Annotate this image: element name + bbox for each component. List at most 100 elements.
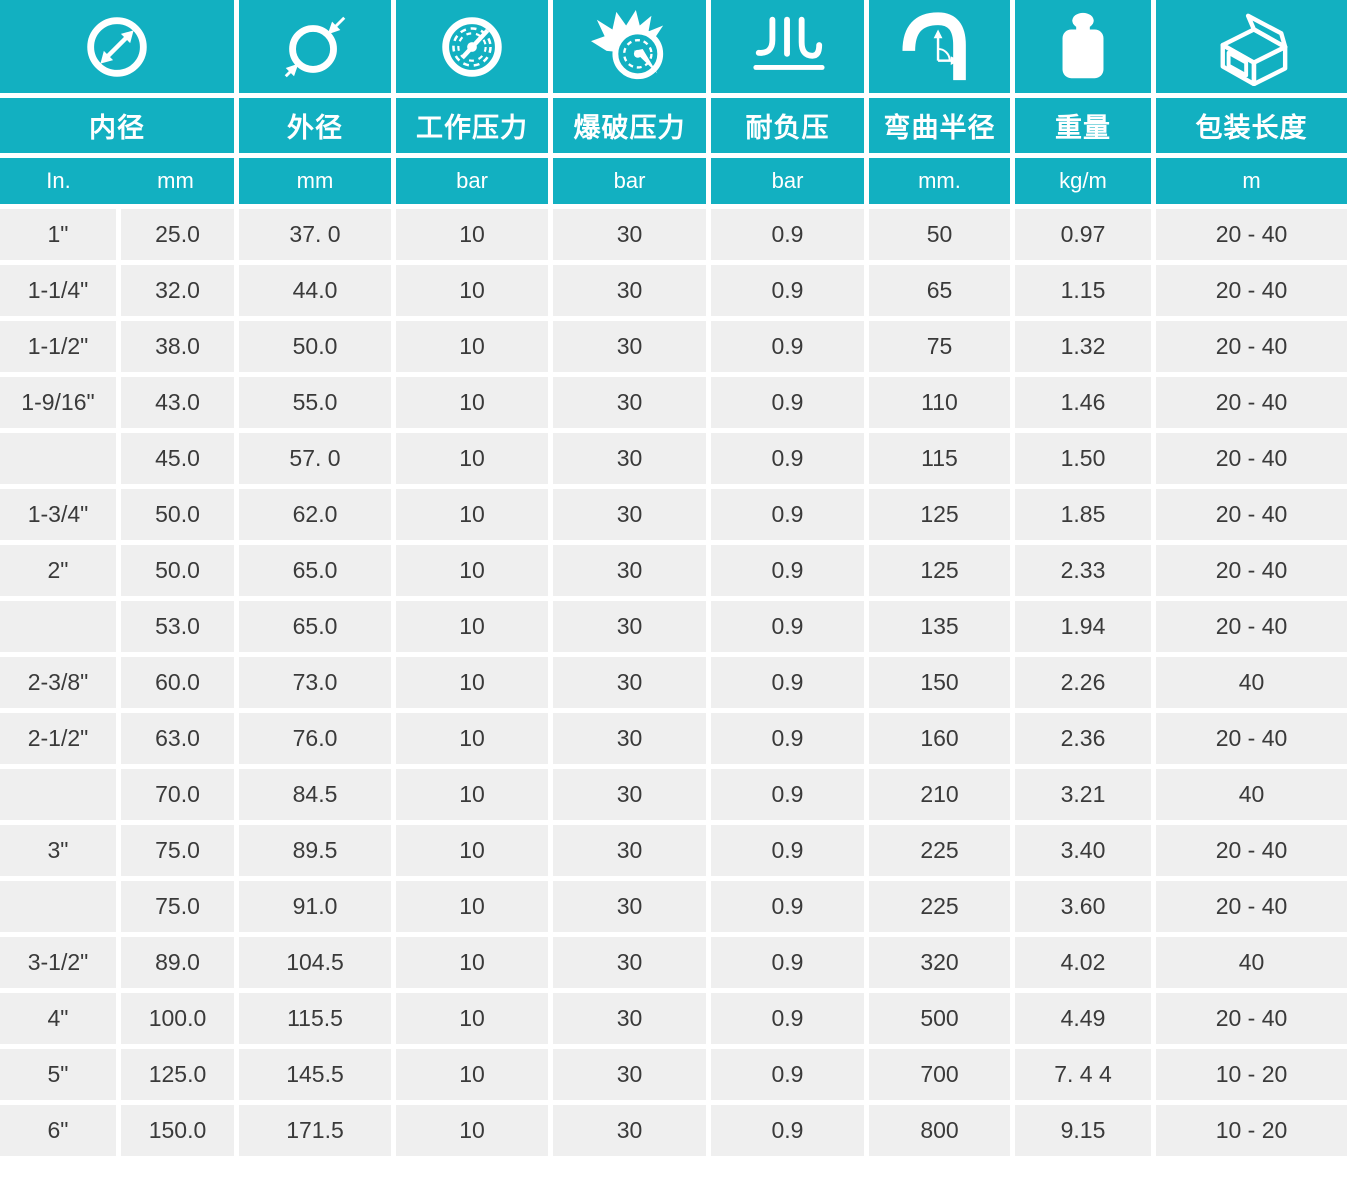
- cell-working-pressure: 10: [396, 881, 548, 932]
- cell-weight: 3.60: [1015, 881, 1151, 932]
- cell-working-pressure: 10: [396, 825, 548, 876]
- cell-inner-diameter-in: 2": [0, 545, 116, 596]
- unit-outer-diameter: mm: [239, 158, 391, 204]
- cell-inner-diameter-mm: 43.0: [121, 377, 234, 428]
- cell-vacuum: 0.9: [711, 825, 864, 876]
- cell-weight: 7. 4 4: [1015, 1049, 1151, 1100]
- cell-package-length: 20 - 40: [1156, 545, 1347, 596]
- cell-inner-diameter-mm: 50.0: [121, 489, 234, 540]
- cell-weight: 1.46: [1015, 377, 1151, 428]
- cell-working-pressure: 10: [396, 265, 548, 316]
- cell-working-pressure: 10: [396, 545, 548, 596]
- cell-burst-pressure: 30: [553, 601, 706, 652]
- cell-burst-pressure: 30: [553, 657, 706, 708]
- unit-burst-pressure: bar: [553, 158, 706, 204]
- cell-inner-diameter-in: 1-1/2": [0, 321, 116, 372]
- cell-package-length: 20 - 40: [1156, 993, 1347, 1044]
- cell-working-pressure: 10: [396, 657, 548, 708]
- cell-package-length: 20 - 40: [1156, 881, 1347, 932]
- cell-vacuum: 0.9: [711, 937, 864, 988]
- cell-inner-diameter-mm: 63.0: [121, 713, 234, 764]
- cell-working-pressure: 10: [396, 209, 548, 260]
- cell-burst-pressure: 30: [553, 937, 706, 988]
- cell-vacuum: 0.9: [711, 489, 864, 540]
- cell-bend-radius: 210: [869, 769, 1010, 820]
- cell-working-pressure: 10: [396, 377, 548, 428]
- cell-package-length: 40: [1156, 937, 1347, 988]
- cell-outer-diameter: 104.5: [239, 937, 391, 988]
- cell-vacuum: 0.9: [711, 265, 864, 316]
- cell-vacuum: 0.9: [711, 1105, 864, 1156]
- cell-inner-diameter-in: 1-9/16": [0, 377, 116, 428]
- unit-vacuum: bar: [711, 158, 864, 204]
- cell-burst-pressure: 30: [553, 321, 706, 372]
- cell-weight: 1.15: [1015, 265, 1151, 316]
- cell-outer-diameter: 89.5: [239, 825, 391, 876]
- cell-burst-pressure: 30: [553, 377, 706, 428]
- cell-working-pressure: 10: [396, 937, 548, 988]
- cell-weight: 1.94: [1015, 601, 1151, 652]
- cell-outer-diameter: 73.0: [239, 657, 391, 708]
- cell-package-length: 40: [1156, 657, 1347, 708]
- cell-package-length: 10 - 20: [1156, 1105, 1347, 1156]
- cell-bend-radius: 125: [869, 545, 1010, 596]
- cell-burst-pressure: 30: [553, 209, 706, 260]
- cell-burst-pressure: 30: [553, 1049, 706, 1100]
- cell-bend-radius: 75: [869, 321, 1010, 372]
- cell-outer-diameter: 76.0: [239, 713, 391, 764]
- cell-vacuum: 0.9: [711, 713, 864, 764]
- cell-vacuum: 0.9: [711, 769, 864, 820]
- cell-outer-diameter: 44.0: [239, 265, 391, 316]
- cell-burst-pressure: 30: [553, 433, 706, 484]
- cell-inner-diameter-in: 6": [0, 1105, 116, 1156]
- inner-diameter-icon: [0, 0, 234, 93]
- cell-weight: 0.97: [1015, 209, 1151, 260]
- cell-bend-radius: 110: [869, 377, 1010, 428]
- cell-inner-diameter-mm: 125.0: [121, 1049, 234, 1100]
- cell-burst-pressure: 30: [553, 825, 706, 876]
- cell-burst-pressure: 30: [553, 1105, 706, 1156]
- cell-bend-radius: 150: [869, 657, 1010, 708]
- cell-weight: 1.50: [1015, 433, 1151, 484]
- cell-inner-diameter-mm: 75.0: [121, 881, 234, 932]
- cell-weight: 2.26: [1015, 657, 1151, 708]
- cell-inner-diameter-in: [0, 881, 116, 932]
- cell-bend-radius: 500: [869, 993, 1010, 1044]
- cell-inner-diameter-mm: 100.0: [121, 993, 234, 1044]
- cell-inner-diameter-in: 3-1/2": [0, 937, 116, 988]
- cell-bend-radius: 320: [869, 937, 1010, 988]
- outer-diameter-icon: [239, 0, 391, 93]
- cell-package-length: 20 - 40: [1156, 209, 1347, 260]
- cell-burst-pressure: 30: [553, 713, 706, 764]
- cell-inner-diameter-mm: 45.0: [121, 433, 234, 484]
- cell-inner-diameter-mm: 75.0: [121, 825, 234, 876]
- cell-inner-diameter-mm: 50.0: [121, 545, 234, 596]
- working-pressure-icon: [396, 0, 548, 93]
- cell-burst-pressure: 30: [553, 993, 706, 1044]
- unit-bend-radius: mm.: [869, 158, 1010, 204]
- unit-inner-diameter: In. mm: [0, 158, 234, 204]
- cell-bend-radius: 115: [869, 433, 1010, 484]
- cell-inner-diameter-in: 3": [0, 825, 116, 876]
- cell-weight: 2.36: [1015, 713, 1151, 764]
- col-header-bend-radius: 弯曲半径: [869, 98, 1010, 153]
- cell-outer-diameter: 57. 0: [239, 433, 391, 484]
- cell-weight: 1.32: [1015, 321, 1151, 372]
- col-header-vacuum: 耐负压: [711, 98, 864, 153]
- cell-inner-diameter-in: 1-3/4": [0, 489, 116, 540]
- cell-inner-diameter-mm: 38.0: [121, 321, 234, 372]
- cell-package-length: 20 - 40: [1156, 321, 1347, 372]
- cell-package-length: 10 - 20: [1156, 1049, 1347, 1100]
- cell-bend-radius: 65: [869, 265, 1010, 316]
- unit-working-pressure: bar: [396, 158, 548, 204]
- cell-outer-diameter: 37. 0: [239, 209, 391, 260]
- cell-working-pressure: 10: [396, 769, 548, 820]
- cell-vacuum: 0.9: [711, 993, 864, 1044]
- cell-burst-pressure: 30: [553, 265, 706, 316]
- cell-outer-diameter: 84.5: [239, 769, 391, 820]
- cell-vacuum: 0.9: [711, 433, 864, 484]
- cell-vacuum: 0.9: [711, 209, 864, 260]
- cell-package-length: 20 - 40: [1156, 825, 1347, 876]
- cell-package-length: 20 - 40: [1156, 265, 1347, 316]
